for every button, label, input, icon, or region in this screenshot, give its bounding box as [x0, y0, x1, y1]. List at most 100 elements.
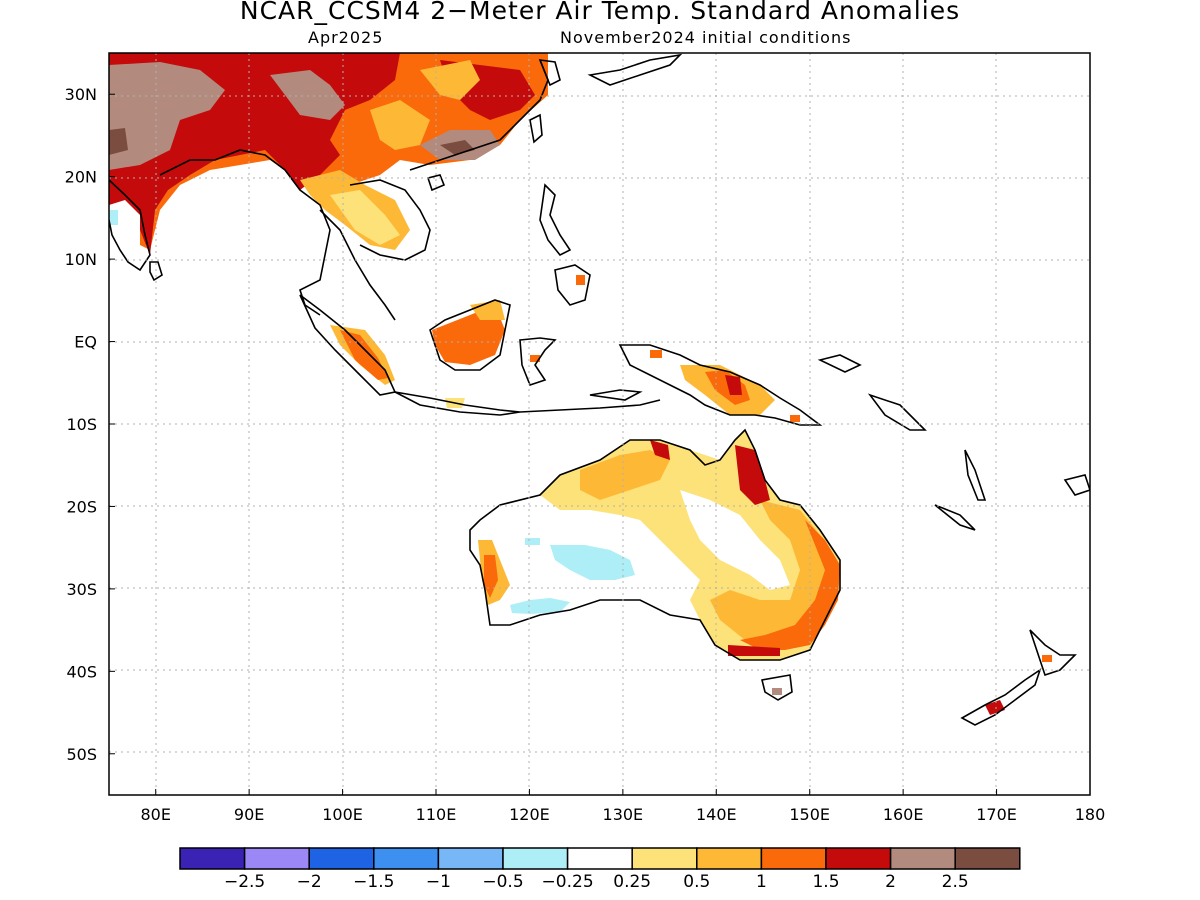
- philippines-mindanao: [554, 264, 591, 306]
- lon-label: 100E: [322, 805, 363, 824]
- lon-label: 90E: [234, 805, 264, 824]
- philippines-warm: [576, 275, 585, 285]
- colorbar-swatch: [696, 847, 763, 870]
- australia-warm-2-ne: [735, 445, 770, 505]
- valid-month: Apr2025: [308, 28, 384, 47]
- colorbar-swatch: [502, 847, 569, 870]
- colorbar-label: 1.5: [812, 872, 840, 892]
- lat-label: 50S: [66, 745, 97, 764]
- asia-warm-1: [420, 60, 480, 100]
- timor: [589, 389, 643, 401]
- colorbar-label: 2.5: [941, 872, 969, 892]
- nz-south: [960, 668, 1042, 726]
- newguinea: [618, 344, 823, 426]
- malaysia-coast: [319, 209, 396, 321]
- java: [394, 391, 521, 416]
- tasmania: [761, 674, 793, 701]
- australia-warm-1-east: [710, 500, 835, 650]
- colorbar-label: −1.5: [353, 872, 395, 892]
- nz-warm: [985, 700, 1005, 715]
- colorbar-label: 0.25: [613, 872, 652, 892]
- lon-label: 110E: [416, 805, 457, 824]
- new-britain: [817, 354, 862, 373]
- colorbar: [179, 847, 1021, 870]
- colorbar-swatch: [566, 847, 633, 870]
- japan: [587, 53, 683, 86]
- initial-conditions: November2024 initial conditions: [560, 28, 852, 47]
- indochina-coast: [349, 179, 431, 261]
- lon-label: 80E: [140, 805, 170, 824]
- australia-east-white: [680, 490, 790, 590]
- lon-label: 150E: [789, 805, 830, 824]
- australia-warm-1-north: [580, 450, 670, 500]
- newguinea-small: [650, 350, 662, 358]
- lon-label: 130E: [603, 805, 644, 824]
- korea: [538, 59, 561, 87]
- colorbar-label: −2: [296, 872, 322, 892]
- colorbar-label: −2.5: [223, 872, 266, 892]
- lon-label: 180: [1075, 805, 1106, 824]
- lat-label: 10N: [65, 250, 97, 269]
- australia-cool-2: [510, 598, 570, 614]
- lon-label: 120E: [509, 805, 550, 824]
- australia-warm-1.5-east: [740, 520, 840, 650]
- australia-cool-3: [525, 538, 540, 545]
- colorbar-swatch: [760, 847, 827, 870]
- lat-label: 20N: [65, 168, 97, 187]
- asia-brown-2.5: [109, 62, 225, 170]
- lon-label: 140E: [696, 805, 737, 824]
- lat-label: 10S: [66, 415, 97, 434]
- colorbar-swatch: [889, 847, 956, 870]
- philippines-luzon: [539, 183, 572, 257]
- tibet-darkbrown: [109, 128, 128, 155]
- asia-brown-2.5b: [270, 70, 345, 120]
- newguinea-warm-2: [725, 375, 742, 395]
- lat-label: 30S: [66, 580, 97, 599]
- newguinea-east: [790, 415, 800, 422]
- tasmania-brown: [772, 688, 782, 695]
- nz-north: [1029, 629, 1077, 677]
- plot-frame: [108, 52, 1091, 796]
- colorbar-swatch: [825, 847, 892, 870]
- colorbar-swatch: [437, 847, 504, 870]
- colorbar-label: −1: [425, 872, 451, 892]
- new-caledonia: [934, 504, 976, 531]
- colorbar-swatch: [308, 847, 375, 870]
- colorbar-label: 2: [885, 872, 897, 892]
- vanuatu: [964, 449, 987, 501]
- colorbar-swatch: [243, 847, 310, 870]
- australia-warm-2-north: [650, 440, 670, 460]
- colorbar-swatch: [631, 847, 698, 870]
- australia-west-warm-1.5: [484, 555, 498, 598]
- colorbar-swatch: [179, 847, 246, 870]
- colorbar-label: −0.25: [541, 872, 594, 892]
- fiji: [1063, 474, 1090, 496]
- colorbar-label: −0.5: [482, 872, 524, 892]
- sulawesi: [519, 337, 557, 386]
- colorbar-label: 1: [755, 872, 767, 892]
- borneo: [429, 299, 511, 371]
- india-coast: [109, 179, 151, 272]
- srilanka-coast: [149, 261, 163, 282]
- china-coast: [409, 59, 549, 171]
- asia-warm-1b: [370, 100, 430, 150]
- lat-label: EQ: [74, 333, 97, 352]
- india-cool-0.25: [109, 210, 118, 225]
- lesser-sunda: [519, 399, 661, 413]
- australia-cool-1: [550, 545, 635, 580]
- lat-label: 30N: [65, 85, 97, 104]
- anomaly-fields: [109, 53, 1052, 715]
- solomons: [867, 393, 927, 431]
- lat-label: 40S: [66, 662, 97, 681]
- australia-warm-2-south: [728, 645, 780, 656]
- colorbar-label: 0.5: [683, 872, 711, 892]
- coastlines: [109, 53, 1090, 726]
- latitude-labels: 30N 20N 10N EQ 10S 20S 30S 40S 50S: [65, 85, 115, 764]
- bay-of-bengal-coast: [159, 149, 331, 316]
- hainan: [426, 174, 446, 192]
- longitude-labels: 80E 90E 100E 110E 120E 130E 140E 150E 160E 170E 18…: [140, 789, 1105, 824]
- colorbar-swatch: [954, 847, 1021, 870]
- sumatra-warm-1.5: [340, 330, 388, 380]
- lon-label: 160E: [883, 805, 924, 824]
